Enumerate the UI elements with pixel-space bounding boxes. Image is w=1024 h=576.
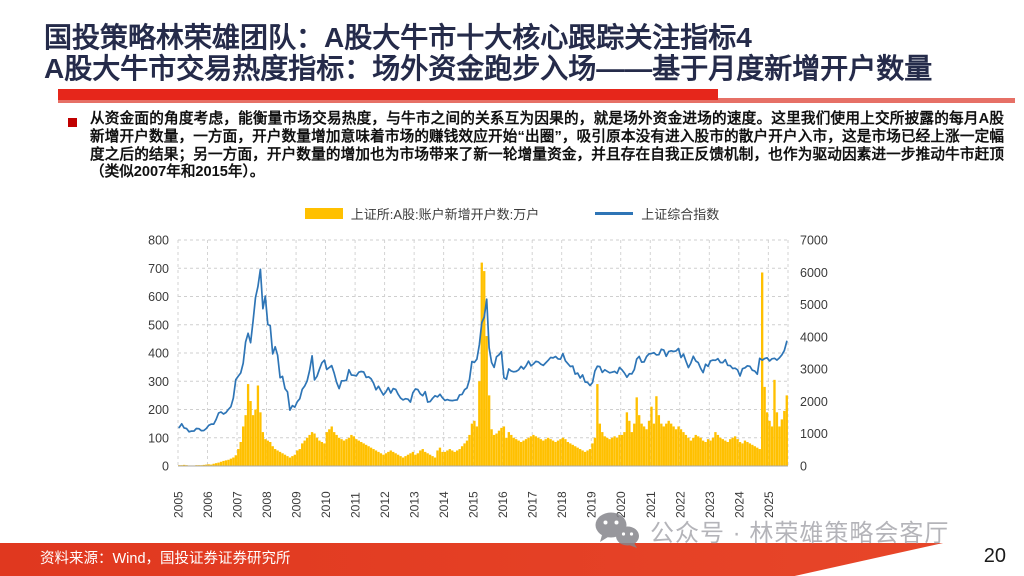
line-series-label: 上证综合指数 (641, 207, 720, 222)
svg-text:2020: 2020 (614, 491, 628, 518)
svg-text:800: 800 (148, 234, 169, 248)
svg-text:2019: 2019 (585, 491, 599, 518)
svg-text:0: 0 (800, 460, 807, 474)
svg-text:600: 600 (148, 290, 169, 304)
svg-text:2018: 2018 (555, 491, 569, 518)
svg-text:4000: 4000 (800, 330, 828, 344)
svg-text:500: 500 (148, 318, 169, 332)
bullet-text: 从资金面的角度考虑，能衡量市场交易热度，与牛市之间的关系互为因果的，就是场外资金… (90, 111, 1004, 181)
page-title-line1: 国投策略林荣雄团队：A股大牛市十大核心跟踪关注指标4 (44, 22, 752, 53)
chart-canvas: 8007006005004003002001000700060005000400… (148, 234, 828, 519)
svg-text:2010: 2010 (319, 491, 333, 518)
svg-text:2015: 2015 (467, 491, 481, 518)
svg-text:2011: 2011 (349, 492, 363, 518)
svg-text:2008: 2008 (260, 491, 274, 518)
svg-text:2007: 2007 (231, 491, 245, 518)
svg-text:100: 100 (148, 431, 169, 445)
svg-text:2012: 2012 (378, 491, 392, 518)
svg-text:2021: 2021 (644, 491, 658, 518)
svg-text:5000: 5000 (800, 298, 828, 312)
page-title: 国投策略林荣雄团队：A股大牛市十大核心跟踪关注指标4 A股大牛市交易热度指标：场… (44, 22, 1014, 84)
legend-item-bars: 上证所:A股:账户新增开户数:万户 (304, 204, 540, 223)
svg-text:2006: 2006 (201, 491, 215, 518)
svg-text:400: 400 (148, 347, 169, 361)
svg-text:700: 700 (148, 262, 169, 276)
svg-text:0: 0 (162, 460, 169, 474)
page-number: 20 (983, 545, 1006, 567)
svg-text:3000: 3000 (800, 363, 828, 377)
page-title-line2: A股大牛市交易热度指标：场外资金跑步入场——基于月度新增开户数量 (44, 53, 933, 84)
svg-text:2009: 2009 (290, 491, 304, 518)
source-text: 资料来源：Wind，国投证券证券研究所 (40, 551, 291, 567)
svg-text:2017: 2017 (526, 491, 540, 518)
svg-text:2016: 2016 (496, 491, 510, 518)
chart-legend: 上证所:A股:账户新增开户数:万户 上证综合指数 (0, 204, 1024, 223)
legend-item-line: 上证综合指数 (595, 204, 719, 223)
svg-text:6000: 6000 (800, 266, 828, 280)
svg-text:2000: 2000 (800, 395, 828, 409)
title-underline-shadow (58, 98, 1015, 103)
title-underline (58, 89, 718, 100)
footer-banner (0, 543, 944, 576)
svg-text:300: 300 (148, 375, 169, 389)
svg-text:2023: 2023 (703, 491, 717, 518)
line-series-swatch (595, 212, 634, 215)
svg-text:200: 200 (148, 403, 169, 417)
svg-text:7000: 7000 (800, 234, 828, 248)
svg-text:2013: 2013 (408, 491, 422, 518)
bar-series-swatch (304, 208, 343, 219)
combo-chart: 800 700 600 500 400 300 200 100 0 7000 6000 5000 400… (126, 230, 850, 526)
svg-text:2025: 2025 (762, 491, 776, 518)
bullet-marker (68, 118, 77, 127)
svg-text:2014: 2014 (437, 491, 451, 518)
bar-series-label: 上证所:A股:账户新增开户数:万户 (350, 207, 540, 222)
svg-text:2005: 2005 (172, 491, 186, 518)
svg-text:1000: 1000 (800, 427, 828, 441)
svg-text:2024: 2024 (732, 491, 746, 518)
svg-text:2022: 2022 (673, 491, 687, 518)
